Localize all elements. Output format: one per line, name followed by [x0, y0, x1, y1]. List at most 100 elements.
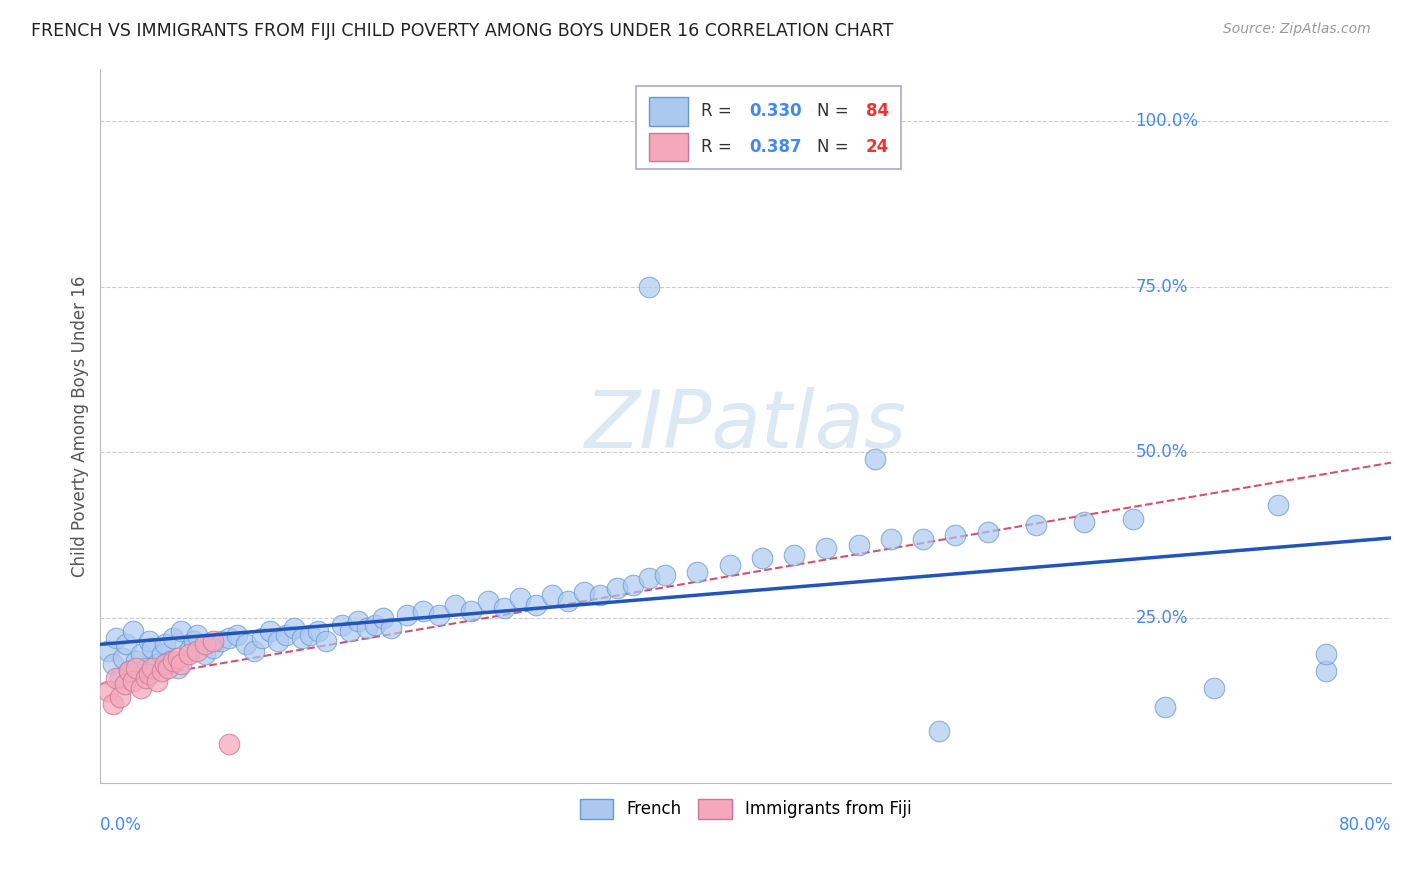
Point: [166, 660, 188, 674]
Point: [444, 598, 467, 612]
Point: [751, 551, 773, 566]
Point: [135, 660, 157, 674]
Point: [166, 650, 188, 665]
Point: [186, 627, 208, 641]
Point: [118, 664, 141, 678]
Point: [97, 644, 120, 658]
Point: [209, 634, 232, 648]
Legend: French, Immigrants from Fiji: French, Immigrants from Fiji: [574, 793, 918, 825]
Point: [186, 644, 208, 658]
FancyBboxPatch shape: [650, 133, 688, 161]
Point: [460, 604, 482, 618]
Point: [339, 624, 361, 639]
Point: [121, 624, 143, 639]
Point: [363, 617, 385, 632]
Point: [114, 677, 136, 691]
Point: [1267, 499, 1289, 513]
Text: R =: R =: [700, 103, 737, 120]
Point: [380, 621, 402, 635]
Point: [97, 683, 120, 698]
FancyBboxPatch shape: [636, 87, 901, 169]
Point: [1315, 648, 1337, 662]
Point: [125, 654, 148, 668]
Text: Source: ZipAtlas.com: Source: ZipAtlas.com: [1223, 22, 1371, 37]
Point: [945, 528, 967, 542]
Point: [912, 532, 935, 546]
Point: [654, 568, 676, 582]
Point: [1122, 511, 1144, 525]
Point: [557, 594, 579, 608]
Point: [162, 654, 184, 668]
Point: [129, 681, 152, 695]
Text: 24: 24: [866, 138, 889, 156]
Y-axis label: Child Poverty Among Boys Under 16: Child Poverty Among Boys Under 16: [72, 276, 89, 577]
FancyBboxPatch shape: [650, 97, 688, 126]
Point: [150, 648, 173, 662]
Point: [242, 644, 264, 658]
Point: [274, 627, 297, 641]
Text: 0.0%: 0.0%: [100, 815, 142, 834]
Point: [157, 660, 180, 674]
Point: [170, 624, 193, 639]
Point: [141, 640, 163, 655]
Point: [815, 541, 838, 556]
Point: [138, 667, 160, 681]
Point: [103, 697, 125, 711]
Point: [105, 631, 128, 645]
Point: [108, 671, 131, 685]
Point: [395, 607, 418, 622]
Text: 50.0%: 50.0%: [1136, 443, 1188, 461]
Point: [347, 615, 370, 629]
Point: [589, 588, 612, 602]
Point: [330, 617, 353, 632]
Point: [159, 654, 181, 668]
Point: [111, 650, 134, 665]
Point: [356, 621, 378, 635]
Point: [194, 648, 217, 662]
Point: [718, 558, 741, 572]
Point: [202, 634, 225, 648]
Point: [150, 664, 173, 678]
Text: N =: N =: [817, 138, 853, 156]
Point: [638, 280, 661, 294]
Point: [177, 648, 200, 662]
Point: [621, 578, 644, 592]
Text: FRENCH VS IMMIGRANTS FROM FIJI CHILD POVERTY AMONG BOYS UNDER 16 CORRELATION CHA: FRENCH VS IMMIGRANTS FROM FIJI CHILD POV…: [31, 22, 893, 40]
Point: [235, 637, 257, 651]
Point: [509, 591, 531, 606]
Point: [976, 524, 998, 539]
Point: [863, 452, 886, 467]
Text: 75.0%: 75.0%: [1136, 278, 1188, 296]
Point: [218, 631, 240, 645]
Point: [606, 581, 628, 595]
Point: [138, 634, 160, 648]
Point: [259, 624, 281, 639]
Point: [170, 657, 193, 672]
Point: [135, 671, 157, 685]
Point: [177, 644, 200, 658]
Point: [880, 532, 903, 546]
Point: [105, 671, 128, 685]
Point: [183, 634, 205, 648]
Point: [1154, 700, 1177, 714]
Text: 0.387: 0.387: [749, 138, 803, 156]
Point: [267, 634, 290, 648]
Point: [125, 660, 148, 674]
Point: [218, 737, 240, 751]
Point: [141, 660, 163, 674]
Point: [524, 598, 547, 612]
Point: [541, 588, 564, 602]
Text: ZIPatlas: ZIPatlas: [585, 387, 907, 465]
Text: 100.0%: 100.0%: [1136, 112, 1198, 130]
Point: [492, 601, 515, 615]
Text: 0.330: 0.330: [749, 103, 803, 120]
Point: [291, 631, 314, 645]
Text: 80.0%: 80.0%: [1339, 815, 1391, 834]
Point: [194, 637, 217, 651]
Point: [146, 673, 169, 688]
Point: [783, 548, 806, 562]
Point: [477, 594, 499, 608]
Point: [1073, 515, 1095, 529]
Point: [427, 607, 450, 622]
Point: [162, 631, 184, 645]
